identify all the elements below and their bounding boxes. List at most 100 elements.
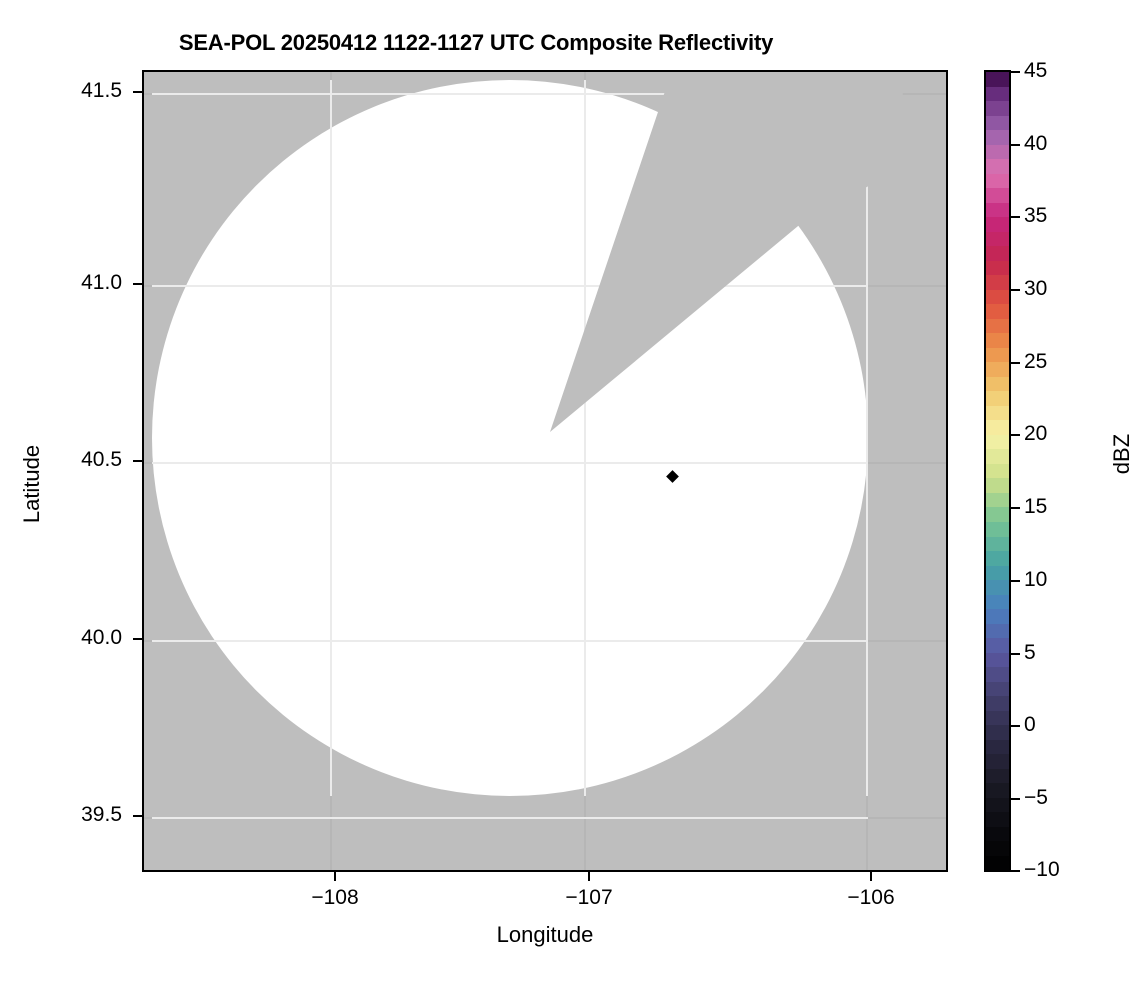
colorbar-band xyxy=(986,594,1009,610)
colorbar-tick xyxy=(1011,71,1020,73)
colorbar-tick xyxy=(1011,798,1020,800)
colorbar-label-45: 45 xyxy=(1024,59,1048,82)
colorbar-tick xyxy=(1011,289,1020,291)
colorbar-band xyxy=(986,275,1009,290)
colorbar-band xyxy=(986,478,1009,493)
colorbar-label-neg10: −10 xyxy=(1024,858,1060,881)
colorbar-band xyxy=(986,536,1009,552)
colorbar-label-5: 5 xyxy=(1024,641,1036,664)
colorbar-band xyxy=(986,144,1009,160)
colorbar-label-35: 35 xyxy=(1024,204,1048,227)
colorbar-band xyxy=(986,376,1009,392)
colorbar-tick xyxy=(1011,653,1020,655)
gridline-horizontal-coverage xyxy=(152,285,868,287)
colorbar-tick xyxy=(1011,144,1020,146)
colorbar-tick xyxy=(1011,870,1020,872)
colorbar-band xyxy=(986,768,1009,784)
colorbar-band xyxy=(986,710,1009,726)
colorbar-band xyxy=(986,565,1009,581)
y-axis-label: Latitude xyxy=(19,444,44,524)
colorbar-band xyxy=(986,681,1009,697)
ytick-label-40-0: 40.0 xyxy=(81,626,122,649)
ytick-mark xyxy=(133,91,142,93)
xtick-label-neg106: −106 xyxy=(847,886,895,909)
colorbar-band xyxy=(986,521,1009,537)
xtick-label-neg108: −108 xyxy=(311,886,359,909)
colorbar-band xyxy=(986,304,1009,319)
gridline-horizontal-coverage xyxy=(152,817,868,819)
colorbar-band xyxy=(986,405,1009,421)
colorbar-band xyxy=(986,696,1009,711)
colorbar-band xyxy=(986,434,1009,450)
colorbar-band xyxy=(986,667,1009,682)
ytick-label-41-0: 41.0 xyxy=(81,271,122,294)
xtick-mark xyxy=(334,872,336,881)
gridline-vertical-coverage xyxy=(330,80,332,796)
colorbar-band xyxy=(986,812,1009,827)
colorbar-tick xyxy=(1011,580,1020,582)
ytick-mark xyxy=(133,638,142,640)
colorbar-band xyxy=(986,130,1009,145)
xtick-label-neg107: −107 xyxy=(565,886,613,909)
xtick-mark xyxy=(588,872,590,881)
colorbar-band xyxy=(986,289,1009,305)
gridline-horizontal-coverage xyxy=(152,640,868,642)
colorbar-gradient xyxy=(984,70,1011,872)
colorbar-band xyxy=(986,86,1009,102)
plot-area xyxy=(144,72,946,870)
ytick-mark xyxy=(133,283,142,285)
colorbar-band xyxy=(986,347,1009,363)
gridline-horizontal-coverage xyxy=(152,462,868,464)
colorbar-tick xyxy=(1011,725,1020,727)
colorbar-band xyxy=(986,652,1009,668)
colorbar-band xyxy=(986,463,1009,479)
colorbar-band xyxy=(986,449,1009,464)
colorbar-label-neg5: −5 xyxy=(1024,786,1048,809)
colorbar-band xyxy=(986,507,1009,522)
colorbar-tick xyxy=(1011,362,1020,364)
ytick-mark xyxy=(133,815,142,817)
colorbar-band xyxy=(986,188,1009,203)
colorbar-band xyxy=(986,609,1009,624)
colorbar-label-40: 40 xyxy=(1024,132,1048,155)
ytick-label-41-5: 41.5 xyxy=(81,79,122,102)
colorbar-band xyxy=(986,318,1009,334)
colorbar-band xyxy=(986,797,1009,813)
colorbar-band xyxy=(986,231,1009,247)
colorbar-band xyxy=(986,173,1009,189)
colorbar-band xyxy=(986,115,1009,131)
colorbar-band xyxy=(986,580,1009,595)
colorbar-band xyxy=(986,841,1009,856)
gridline-vertical-coverage xyxy=(584,80,586,796)
colorbar-title: dBZ xyxy=(1109,433,1134,475)
colorbar-band xyxy=(986,623,1009,639)
colorbar-label-30: 30 xyxy=(1024,277,1048,300)
colorbar-label-20: 20 xyxy=(1024,422,1048,445)
colorbar-label-0: 0 xyxy=(1024,713,1036,736)
ytick-label-40-5: 40.5 xyxy=(81,448,122,471)
gridline-horizontal-coverage xyxy=(152,93,868,95)
colorbar-band xyxy=(986,551,1009,566)
colorbar: 45 40 35 30 25 20 15 10 5 0 −5 −10 dBZ xyxy=(984,59,1146,881)
colorbar-band xyxy=(986,246,1009,261)
colorbar-band xyxy=(986,783,1009,798)
colorbar-tick xyxy=(1011,507,1020,509)
colorbar-label-15: 15 xyxy=(1024,495,1048,518)
colorbar-label-25: 25 xyxy=(1024,350,1048,373)
colorbar-band xyxy=(986,260,1009,276)
x-axis-label: Longitude xyxy=(496,922,594,947)
colorbar-band xyxy=(986,333,1009,348)
ytick-mark xyxy=(133,460,142,462)
colorbar-tick xyxy=(1011,434,1020,436)
colorbar-band xyxy=(986,855,1009,870)
xtick-mark xyxy=(870,872,872,881)
colorbar-band xyxy=(986,420,1009,435)
colorbar-band xyxy=(986,391,1009,406)
ytick-label-39-5: 39.5 xyxy=(81,803,122,826)
colorbar-strip xyxy=(986,72,1009,870)
plot-panel xyxy=(142,70,948,872)
page-title: SEA-POL 20250412 1122-1127 UTC Composite… xyxy=(178,30,774,55)
colorbar-band xyxy=(986,72,1009,87)
colorbar-band xyxy=(986,725,1009,740)
colorbar-band xyxy=(986,826,1009,842)
